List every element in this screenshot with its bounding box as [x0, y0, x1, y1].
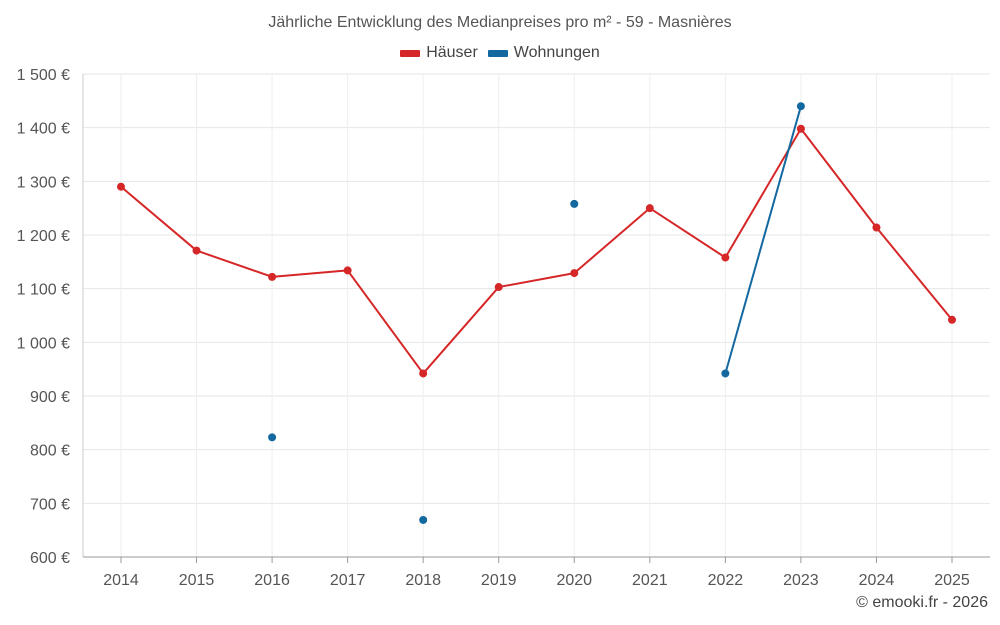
data-point-haeuser — [721, 253, 730, 262]
series-line-haeuser — [875, 226, 953, 321]
series-line-haeuser — [799, 127, 878, 229]
x-tick-label: 2020 — [556, 572, 592, 589]
series-line-haeuser — [271, 269, 349, 278]
y-tick-label: 1 300 € — [17, 174, 70, 191]
copyright-text: © emooki.fr - 2026 — [856, 594, 988, 611]
x-tick-label: 2016 — [254, 572, 290, 589]
data-point-haeuser — [343, 266, 352, 275]
data-point-wohnungen — [721, 369, 730, 378]
x-tick-label: 2023 — [783, 572, 819, 589]
y-tick-label: 1 400 € — [17, 121, 70, 138]
legend: Häuser Wohnungen — [0, 44, 1000, 62]
data-point-haeuser — [570, 269, 579, 278]
series-line-haeuser — [195, 249, 274, 278]
data-point-haeuser — [419, 369, 428, 378]
y-tick-label: 1 100 € — [17, 282, 70, 299]
data-point-haeuser — [268, 272, 277, 281]
data-point-haeuser — [796, 124, 805, 133]
y-tick-label: 800 € — [30, 443, 70, 460]
y-tick-label: 700 € — [30, 496, 70, 513]
legend-swatch-wohnungen — [487, 49, 508, 57]
data-point-wohnungen — [796, 102, 805, 111]
legend-item-wohnungen[interactable]: Wohnungen — [487, 44, 600, 62]
chart-title: Jährliche Entwicklung des Medianpreises … — [268, 14, 732, 31]
series-line-haeuser — [120, 185, 198, 252]
x-tick-label: 2024 — [859, 572, 895, 589]
series-line-haeuser — [346, 269, 425, 375]
series-line-haeuser — [573, 207, 651, 275]
x-tick-label: 2022 — [708, 572, 744, 589]
series-line-haeuser — [497, 272, 576, 289]
y-tick-label: 1 200 € — [17, 228, 70, 245]
y-tick-label: 900 € — [30, 389, 70, 406]
x-tick-label: 2015 — [179, 572, 215, 589]
legend-label-haeuser: Häuser — [426, 44, 478, 61]
x-tick-label: 2017 — [330, 572, 366, 589]
series-line-haeuser — [648, 207, 727, 259]
x-tick-label: 2018 — [405, 572, 441, 589]
x-tick-label: 2025 — [934, 572, 970, 589]
data-point-haeuser — [872, 223, 881, 232]
series-line-wohnungen — [724, 105, 802, 375]
legend-swatch-haeuser — [400, 49, 421, 57]
data-point-haeuser — [645, 204, 654, 213]
x-tick-label: 2014 — [103, 572, 139, 589]
series-line-haeuser — [422, 286, 500, 375]
x-tick-label: 2021 — [632, 572, 668, 589]
data-point-wohnungen — [419, 515, 428, 524]
legend-label-wohnungen: Wohnungen — [513, 44, 600, 61]
y-tick-label: 1 500 € — [17, 67, 70, 84]
y-tick-label: 600 € — [30, 550, 70, 567]
data-point-wohnungen — [570, 199, 579, 208]
data-point-haeuser — [494, 283, 503, 292]
data-point-haeuser — [948, 315, 956, 324]
x-tick-label: 2019 — [481, 572, 517, 589]
data-point-haeuser — [117, 182, 125, 191]
data-point-haeuser — [192, 246, 201, 255]
data-point-wohnungen — [268, 433, 277, 442]
y-tick-label: 1 000 € — [17, 335, 70, 352]
legend-item-haeuser[interactable]: Häuser — [400, 44, 478, 62]
